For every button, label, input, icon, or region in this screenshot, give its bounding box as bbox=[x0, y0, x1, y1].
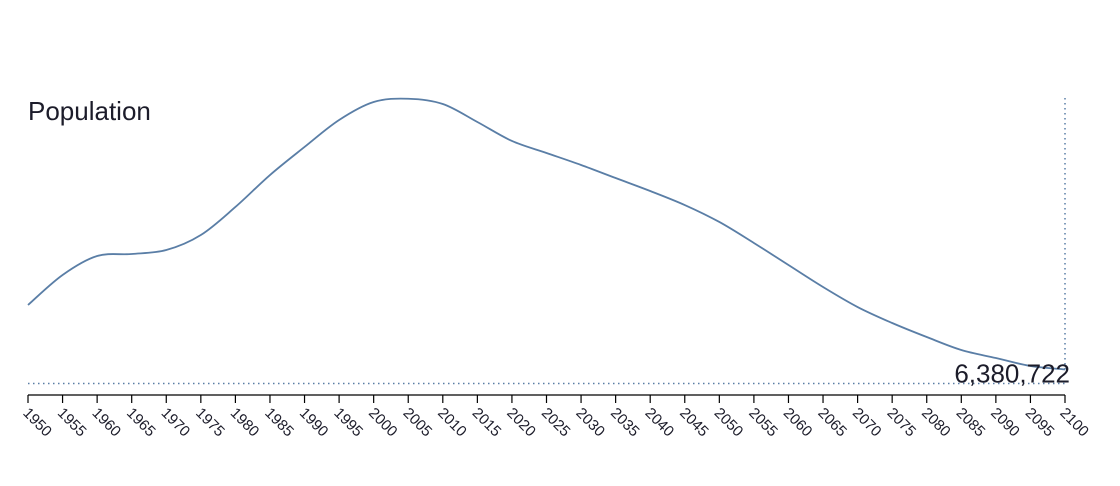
x-tick-label: 2055 bbox=[745, 405, 781, 441]
x-tick-label: 2015 bbox=[469, 405, 505, 441]
x-tick-label: 1995 bbox=[330, 405, 366, 441]
line-series bbox=[27, 97, 1066, 371]
x-tick-label: 2070 bbox=[849, 405, 885, 441]
x-tick-label: 2065 bbox=[814, 405, 850, 441]
x-tick-label: 2025 bbox=[538, 405, 574, 441]
x-tick-label: 2035 bbox=[607, 405, 643, 441]
x-tick-label: 2010 bbox=[434, 405, 470, 441]
x-tick-label: 1950 bbox=[19, 405, 55, 441]
x-tick-label: 2095 bbox=[1022, 405, 1058, 441]
x-tick-label: 2020 bbox=[503, 405, 539, 441]
x-tick-label: 2050 bbox=[711, 405, 747, 441]
x-tick-label: 2030 bbox=[572, 405, 608, 441]
x-tick-label: 2100 bbox=[1056, 405, 1092, 441]
x-tick-label: 1975 bbox=[192, 405, 228, 441]
x-tick-label: 2075 bbox=[884, 405, 920, 441]
hover-label: 6,380,722 bbox=[954, 358, 1070, 388]
x-tick-label: 1970 bbox=[158, 405, 194, 441]
x-tick-label: 2080 bbox=[918, 405, 954, 441]
x-tick-label: 2045 bbox=[676, 405, 712, 441]
x-tick-label: 2005 bbox=[400, 405, 436, 441]
x-tick-label: 1985 bbox=[261, 405, 297, 441]
x-tick-label: 1965 bbox=[123, 405, 159, 441]
chart-title: Population bbox=[28, 96, 151, 126]
x-tick-label: 2090 bbox=[987, 405, 1023, 441]
x-tick-label: 2000 bbox=[365, 405, 401, 441]
x-tick-label: 2060 bbox=[780, 405, 816, 441]
x-tick-label: 1960 bbox=[88, 405, 124, 441]
x-tick-label: 1990 bbox=[296, 405, 332, 441]
x-tick-label: 1980 bbox=[227, 405, 263, 441]
x-tick-label: 2085 bbox=[953, 405, 989, 441]
x-tick-label: 1955 bbox=[54, 405, 90, 441]
x-tick-label: 2040 bbox=[642, 405, 678, 441]
